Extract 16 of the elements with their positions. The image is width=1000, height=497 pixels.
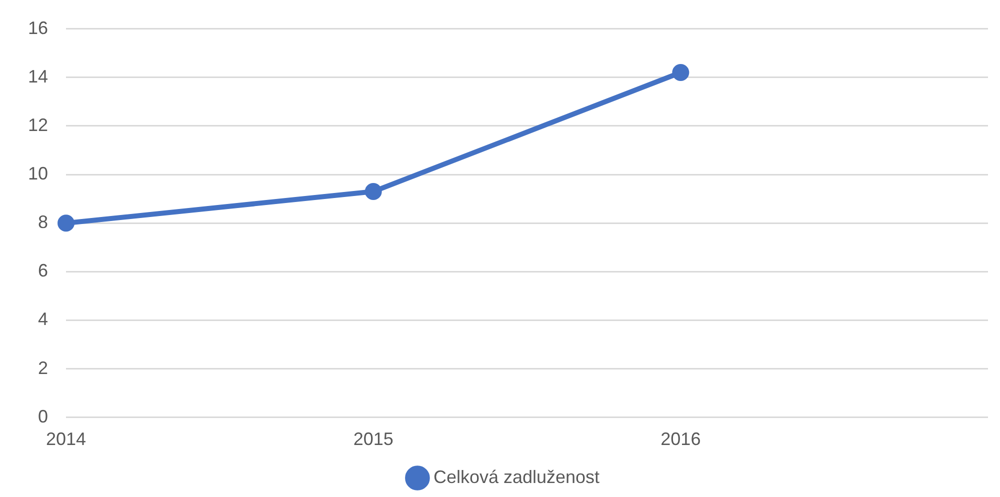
y-tick-label: 14 — [28, 66, 48, 86]
legend-label: Celková zadluženost — [433, 466, 600, 487]
y-tick-label: 10 — [28, 163, 48, 184]
y-tick-label: 4 — [38, 309, 48, 330]
x-tick-label: 2016 — [660, 429, 701, 450]
point — [364, 183, 382, 200]
y-tick-label: 2 — [38, 358, 48, 378]
point — [58, 214, 75, 232]
y-tick-label: 16 — [28, 18, 48, 38]
y-tick-label: 6 — [38, 260, 48, 281]
y-tick-label: 0 — [38, 406, 48, 426]
y-tick-label: 12 — [28, 114, 48, 135]
x-tick-label: 2015 — [353, 429, 394, 450]
x-tick-label: 2014 — [46, 429, 86, 450]
y-tick-label: 8 — [38, 212, 48, 232]
point — [672, 64, 690, 82]
